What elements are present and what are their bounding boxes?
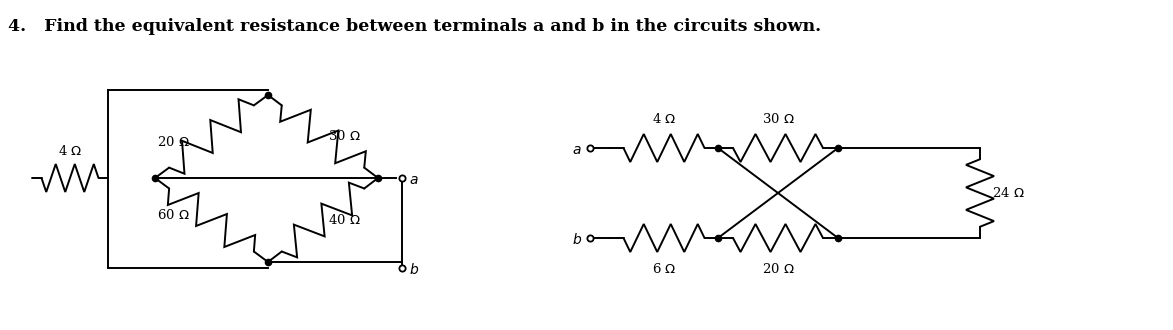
Text: $a$: $a$ [572, 143, 582, 157]
Text: $a$: $a$ [409, 173, 419, 187]
Text: 4.   Find the equivalent resistance between terminals a and b in the circuits sh: 4. Find the equivalent resistance betwee… [8, 18, 821, 35]
Text: $b$: $b$ [572, 233, 582, 248]
Text: 20 $\Omega$: 20 $\Omega$ [761, 262, 794, 276]
Text: 30 $\Omega$: 30 $\Omega$ [761, 112, 794, 126]
Text: $b$: $b$ [409, 262, 419, 278]
Text: 24 $\Omega$: 24 $\Omega$ [992, 186, 1025, 200]
Text: 40 $\Omega$: 40 $\Omega$ [328, 213, 360, 227]
Text: 4 $\Omega$: 4 $\Omega$ [57, 144, 82, 158]
Text: 20 $\Omega$: 20 $\Omega$ [157, 135, 190, 148]
Text: 30 $\Omega$: 30 $\Omega$ [328, 129, 360, 144]
Text: 6 $\Omega$: 6 $\Omega$ [652, 262, 676, 276]
Text: 4 $\Omega$: 4 $\Omega$ [652, 112, 676, 126]
Text: 60 $\Omega$: 60 $\Omega$ [157, 208, 190, 222]
